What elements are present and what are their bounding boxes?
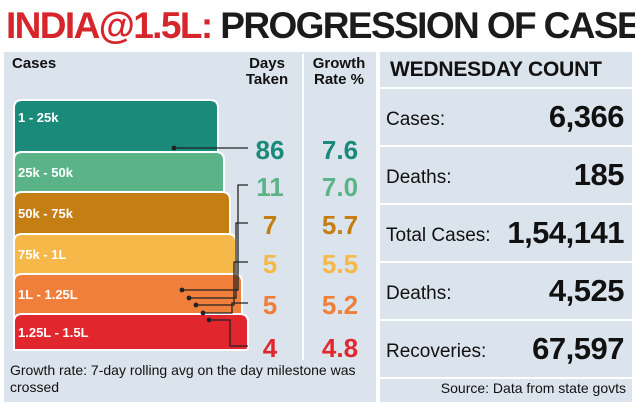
case-band [13, 313, 249, 351]
days-taken-value: 11 [256, 172, 284, 202]
growth-rate-value: 7.6 [322, 135, 358, 165]
connector-line [189, 222, 248, 299]
count-row-total-cases: Total Cases: 1,54,141 [380, 205, 632, 261]
connector-line [203, 302, 248, 314]
footnote: Growth rate: 7-day rolling avg on the da… [10, 362, 356, 395]
growth-rate-value: 4.8 [322, 333, 358, 362]
growth-rate-header: Growth Rate % [306, 56, 372, 88]
title-main: PROGRESSION OF CASES [220, 5, 635, 46]
count-row-deaths: Deaths: 185 [380, 147, 632, 203]
count-value: 185 [573, 157, 625, 192]
count-label: Cases: [386, 109, 446, 130]
count-row-total-deaths: Deaths: 4,525 [380, 263, 632, 319]
days-taken-value: 5 [263, 249, 277, 279]
case-range-label: 1 - 25k [18, 110, 59, 125]
source-note: Source: Data from state govts [440, 380, 626, 396]
count-value: 67,597 [532, 331, 624, 366]
divider [380, 319, 632, 321]
count-label: Deaths: [386, 283, 452, 304]
wednesday-count-panel: WEDNESDAY COUNT Cases: 6,366 Deaths: 185… [380, 52, 632, 402]
growth-rate-value: 5.5 [322, 249, 358, 279]
growth-rate-value: 7.0 [322, 172, 358, 202]
connector-dot [186, 295, 192, 301]
wednesday-count-title: WEDNESDAY COUNT [390, 58, 602, 81]
divider [380, 377, 632, 379]
days-taken-value: 7 [263, 210, 277, 240]
connector-line [209, 319, 248, 347]
divider [380, 145, 632, 147]
growth-rate-value: 5.2 [322, 290, 358, 320]
count-label: Deaths: [386, 167, 452, 188]
case-range-label: 25k - 50k [18, 165, 74, 180]
growth-header-line1: Growth [312, 55, 366, 72]
divider [380, 87, 632, 89]
count-label: Total Cases: [386, 225, 491, 246]
case-range-label: 1L - 1.25L [18, 287, 78, 302]
days-taken-header: Days Taken [242, 56, 292, 88]
days-taken-value: 4 [263, 333, 278, 362]
days-header-line2: Taken [245, 71, 289, 88]
days-taken-value: 86 [256, 135, 285, 165]
count-value: 4,525 [548, 273, 625, 308]
progression-chart: 1 - 25k 25k - 50k 50k - 75k 75k - 1L 1L - 1.… [13, 54, 358, 362]
growth-header-line2: Rate % [313, 71, 365, 88]
connector-dot [200, 310, 206, 316]
divider [380, 203, 632, 205]
connector-dot [171, 145, 177, 151]
days-taken-value: 5 [263, 290, 277, 320]
page-title: INDIA@1.5L: PROGRESSION OF CASES [6, 4, 635, 48]
days-header-line1: Days [249, 55, 285, 72]
connector-dot [206, 317, 212, 323]
title-prefix: INDIA@1.5L: [6, 5, 213, 46]
connector-dot [193, 302, 199, 308]
connector-line [196, 261, 248, 306]
cases-header: Cases [12, 55, 57, 72]
connector-dot [179, 287, 185, 293]
divider [380, 261, 632, 263]
growth-rate-value: 5.7 [322, 210, 358, 240]
count-value: 6,366 [548, 99, 625, 134]
count-row-recoveries: Recoveries: 67,597 [380, 321, 632, 377]
count-value: 1,54,141 [507, 215, 624, 250]
connector-line [182, 184, 248, 291]
case-range-label: 50k - 75k [18, 206, 74, 221]
case-range-label: 75k - 1L [18, 247, 66, 262]
case-range-label: 1.25L - 1.5L [18, 325, 89, 340]
count-row-cases: Cases: 6,366 [380, 89, 632, 145]
count-label: Recoveries: [386, 341, 487, 362]
progression-panel: Cases Days Taken Growth Rate % 1 - 25k 25… [4, 52, 376, 402]
